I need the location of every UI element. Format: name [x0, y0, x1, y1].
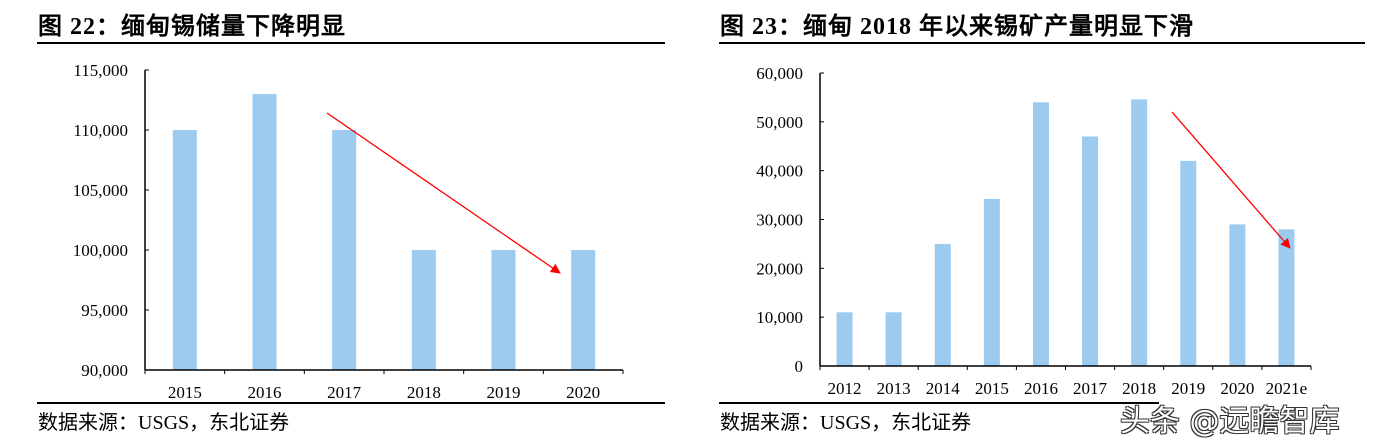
bar-2015 — [172, 130, 197, 370]
x-tick-label: 2019 — [487, 383, 521, 402]
bar-2020 — [1229, 224, 1246, 366]
y-tick-label: 115,000 — [73, 61, 128, 80]
y-tick-label: 10,000 — [756, 308, 803, 327]
x-tick-label: 2015 — [168, 383, 202, 402]
bar-2013 — [885, 312, 902, 366]
x-tick-label: 2016 — [248, 383, 282, 402]
source-divider — [37, 402, 665, 404]
y-tick-label: 100,000 — [73, 241, 128, 260]
watermark: 头条 @远瞻智库 — [1120, 404, 1340, 439]
bar-2019 — [491, 250, 516, 370]
y-tick-label: 110,000 — [73, 121, 128, 140]
x-tick-label: 2020 — [1220, 379, 1254, 398]
x-tick-label: 2014 — [926, 379, 961, 398]
bar-2016 — [1032, 102, 1049, 367]
x-tick-label: 2012 — [828, 379, 862, 398]
y-tick-label: 60,000 — [756, 64, 803, 83]
bar-2016 — [252, 94, 277, 370]
bar-2017 — [332, 130, 357, 370]
x-tick-label: 2018 — [407, 383, 441, 402]
source-note: 数据来源：USGS，东北证券 — [38, 412, 290, 434]
source-divider — [719, 402, 1159, 404]
title-divider — [719, 42, 1365, 44]
bar-2018 — [1131, 99, 1148, 367]
x-tick-label: 2017 — [1073, 379, 1108, 398]
bar-2021e — [1278, 229, 1295, 366]
x-tick-label: 2020 — [566, 383, 600, 402]
y-tick-label: 20,000 — [756, 259, 803, 278]
bar-2019 — [1180, 160, 1197, 366]
bar-chart-2: 2012 2013 2014 2015 2016 2017 2018 2019 2020 2021… — [756, 64, 1312, 398]
chart-title: 图 23：缅甸 2018 年以来锡矿产量明显下滑 — [720, 14, 1194, 40]
y-tick-label: 0 — [795, 357, 804, 376]
bar-chart-1: 2015 2016 2017 2018 2019 2020 90,000 95,000 100,… — [73, 61, 624, 402]
trend-arrow — [326, 112, 561, 274]
trend-arrow — [1171, 111, 1291, 249]
bar-2014 — [934, 243, 951, 366]
x-tick-label: 2018 — [1122, 379, 1156, 398]
x-tick-label: 2013 — [877, 379, 911, 398]
bar-2012 — [836, 312, 853, 366]
bar-2017 — [1082, 136, 1099, 366]
x-tick-label: 2017 — [327, 383, 362, 402]
source-note: 数据来源：USGS，东北证券 — [720, 412, 972, 434]
bar-2015 — [983, 198, 1000, 366]
y-tick-label: 90,000 — [81, 361, 128, 380]
x-tick-label: 2015 — [975, 379, 1009, 398]
y-tick-label: 95,000 — [81, 301, 128, 320]
y-tick-label: 40,000 — [756, 162, 803, 181]
y-tick-label: 30,000 — [756, 211, 803, 230]
y-tick-label: 50,000 — [756, 113, 803, 132]
title-divider — [37, 42, 665, 44]
chart-title: 图 22：缅甸锡储量下降明显 — [38, 14, 346, 40]
bar-2020 — [571, 250, 596, 370]
x-tick-label: 2016 — [1024, 379, 1058, 398]
x-tick-label: 2021e — [1266, 379, 1308, 398]
y-tick-label: 105,000 — [73, 181, 128, 200]
bar-2018 — [411, 250, 436, 370]
x-tick-label: 2019 — [1171, 379, 1205, 398]
